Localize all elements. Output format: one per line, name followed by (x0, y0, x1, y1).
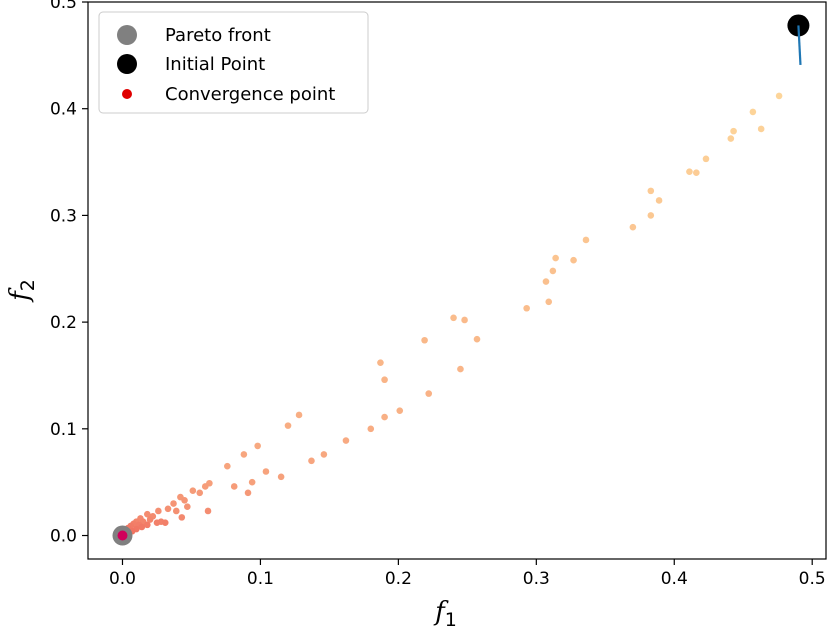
trajectory-point (224, 462, 231, 470)
trajectory-point (164, 505, 172, 513)
trajectory-point (181, 497, 188, 504)
y-axis: 0.0 0.1 0.2 0.3 0.4 0.5 (50, 0, 88, 547)
trajectory-point (730, 127, 737, 135)
trajectory-point (153, 519, 161, 527)
x-axis-label: f1 (433, 597, 457, 630)
legend-box (98, 11, 369, 114)
trajectory-point (308, 457, 315, 465)
trajectory-point (320, 451, 328, 458)
trajectory-point (155, 507, 162, 515)
trajectory-point (542, 278, 550, 285)
trajectory-point (775, 92, 783, 100)
trajectory-point (655, 197, 663, 204)
trajectory-point (178, 514, 186, 521)
legend-marker-initial-point (117, 54, 137, 74)
trajectory-point (146, 516, 154, 523)
trajectory-point (377, 359, 384, 366)
y-tick-label: 0.1 (50, 420, 77, 440)
trajectory-point (184, 503, 191, 511)
trajectory-point (693, 169, 700, 177)
marker-layer (112, 14, 810, 546)
trajectory-point (230, 483, 238, 490)
trajectory-point (244, 489, 252, 497)
legend: Pareto front Initial Point Convergence p… (98, 11, 369, 114)
trajectory-point (582, 236, 590, 244)
trajectory-point (262, 468, 270, 475)
trajectory-point (204, 507, 212, 515)
x-tick-label: 0.5 (799, 569, 826, 589)
trajectory-point (749, 108, 757, 116)
trajectory-point (144, 510, 151, 518)
trajectory-point (240, 451, 248, 458)
trajectory-point (549, 267, 557, 275)
y-axis-label: f2 (5, 279, 39, 303)
plot-area-frame (87, 1, 827, 560)
trajectory-point (421, 336, 428, 344)
trajectory-point (254, 442, 261, 450)
legend-marker-pareto-front (117, 25, 137, 45)
trajectory-point (570, 256, 577, 264)
y-axis-label-subscript: 2 (17, 279, 39, 291)
x-tick-label: 0.0 (109, 569, 136, 589)
trajectory-point (381, 376, 388, 384)
convergence-point (117, 530, 128, 541)
trajectory-point (457, 365, 464, 373)
trajectory-point (342, 437, 350, 444)
trajectory-point (647, 187, 655, 195)
trajectory-point (367, 425, 375, 433)
trajectory-point (172, 507, 180, 515)
trajectory-point (473, 335, 481, 343)
x-tick-label: 0.3 (523, 569, 550, 589)
trajectory-point (757, 125, 765, 133)
trajectory-point (295, 411, 303, 419)
trajectory-layer (120, 92, 783, 538)
trajectory-point (552, 254, 559, 262)
trajectory-point (144, 521, 151, 529)
trajectory-point (450, 314, 457, 322)
x-tick-label: 0.1 (247, 569, 274, 589)
trajectory-point (196, 489, 204, 497)
y-tick-label: 0.4 (50, 100, 77, 120)
trajectory-point (189, 487, 197, 495)
trajectory-point (248, 478, 256, 486)
initial-direction-line (797, 25, 802, 66)
trajectory-point (702, 155, 710, 163)
trajectory-point (138, 523, 146, 531)
trajectory-point (170, 500, 177, 507)
trajectory-point (523, 304, 530, 312)
trajectory-point (647, 212, 655, 219)
legend-marker-convergence-point (122, 89, 132, 99)
trajectory-point (686, 168, 693, 175)
trajectory-point (727, 135, 735, 142)
x-axis: 0.0 0.1 0.2 0.3 0.4 0.5 (109, 559, 826, 589)
legend-label-convergence-point: Convergence point (165, 84, 335, 105)
trajectory-point (629, 223, 637, 231)
trajectory-point (284, 422, 292, 429)
y-tick-label: 0.2 (50, 313, 77, 333)
x-axis-label-subscript: 1 (445, 609, 457, 630)
y-tick-label: 0.5 (50, 0, 77, 13)
trajectory-point (161, 519, 169, 527)
legend-label-pareto-front: Pareto front (165, 25, 271, 46)
y-tick-label: 0.3 (50, 206, 77, 226)
trajectory-point (201, 483, 209, 490)
trajectory-point (461, 316, 468, 324)
trajectory-point (545, 298, 553, 306)
y-tick-label: 0.0 (50, 527, 77, 547)
x-tick-label: 0.2 (385, 569, 412, 589)
trajectory-point (277, 473, 285, 481)
trajectory-point (396, 407, 404, 414)
trajectory-point (381, 413, 388, 421)
trajectory-point (425, 390, 433, 397)
legend-label-initial-point: Initial Point (165, 54, 265, 75)
x-tick-label: 0.4 (661, 569, 688, 589)
